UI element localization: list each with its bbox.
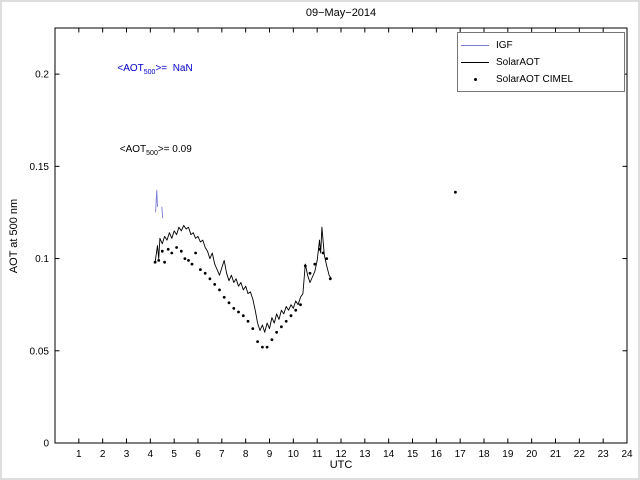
svg-text:16: 16	[431, 449, 443, 460]
svg-text:14: 14	[383, 449, 395, 460]
svg-text:17: 17	[455, 449, 467, 460]
annotation-prefix: <AOT	[117, 63, 144, 75]
svg-text:4: 4	[148, 449, 154, 460]
svg-text:20: 20	[526, 449, 538, 460]
annotation-subscript: 500	[143, 69, 156, 77]
svg-text:13: 13	[359, 449, 371, 460]
svg-text:6: 6	[195, 449, 201, 460]
svg-text:10: 10	[288, 449, 300, 460]
svg-text:5: 5	[171, 449, 177, 460]
series-scatter-SolarAOT CIMEL	[153, 190, 457, 349]
annotation-suffix: >= 0.09	[157, 144, 192, 156]
annotation-aot-nan: <AOT500>= NaN	[106, 52, 192, 87]
chart-title: 09−May−2014	[305, 7, 377, 19]
svg-text:18: 18	[478, 449, 490, 460]
svg-text:22: 22	[574, 449, 586, 460]
svg-text:24: 24	[621, 449, 633, 460]
axes-background	[55, 28, 627, 443]
x-axis-label: UTC	[329, 459, 353, 471]
series-line-IGF	[161, 206, 164, 219]
legend-item-igf: IGF	[458, 37, 624, 54]
svg-text:0.1: 0.1	[35, 254, 49, 265]
svg-text:9: 9	[267, 449, 273, 460]
legend-dot-marker	[458, 78, 492, 81]
legend-label: SolarAOT CIMEL	[496, 74, 574, 85]
svg-text:1: 1	[76, 449, 82, 460]
legend-label: SolarAOT	[496, 57, 540, 68]
legend-label: IGF	[496, 40, 513, 51]
svg-text:2: 2	[100, 449, 106, 460]
svg-text:12: 12	[335, 449, 347, 460]
annotation-subscript: 500	[146, 150, 158, 158]
svg-text:19: 19	[502, 449, 514, 460]
svg-text:7: 7	[219, 449, 225, 460]
tick-labels: 1 2 3 4 5 6 7 8 9 10 11 12 13 14 15 16 17 18 19 20 21 22 23 240…	[30, 70, 633, 460]
y-axis-label: AOT at 500 nm	[8, 198, 20, 274]
annotation-aot-mean: <AOT500>= 0.09	[109, 133, 192, 168]
svg-text:8: 8	[243, 449, 249, 460]
svg-text:0.2: 0.2	[35, 70, 49, 81]
legend-item-solaraot: SolarAOT	[458, 54, 624, 71]
series-line-SolarAOT	[154, 224, 332, 333]
legend-item-solaraot-cimel: SolarAOT CIMEL	[458, 71, 624, 88]
annotation-prefix: <AOT	[119, 144, 147, 156]
svg-text:11: 11	[312, 449, 323, 460]
svg-text:0.05: 0.05	[30, 346, 50, 357]
svg-text:0.15: 0.15	[30, 162, 50, 173]
svg-text:23: 23	[598, 449, 610, 460]
series-group	[153, 189, 457, 349]
axes-frame	[54, 27, 628, 444]
legend-line-marker	[458, 62, 492, 63]
svg-text:15: 15	[407, 449, 419, 460]
legend-box: IGF SolarAOT SolarAOT CIMEL	[457, 32, 625, 92]
series-line-IGF	[155, 189, 158, 213]
annotation-suffix: >= NaN	[155, 63, 193, 75]
svg-text:3: 3	[124, 449, 130, 460]
svg-text:0: 0	[43, 439, 49, 450]
legend-line-marker	[458, 45, 492, 46]
svg-text:21: 21	[550, 449, 562, 460]
